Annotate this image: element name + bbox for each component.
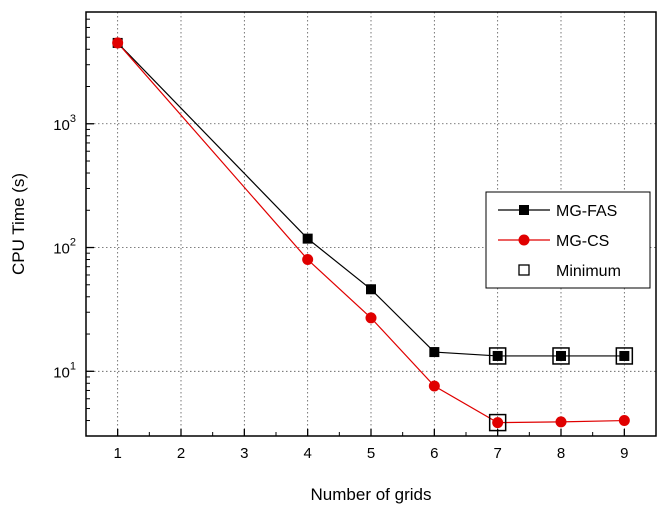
data-point-mg-cs xyxy=(555,416,567,428)
y-tick-label: 102 xyxy=(53,237,76,258)
x-tick-label: 5 xyxy=(367,445,375,462)
x-tick-label: 9 xyxy=(620,445,628,462)
legend-marker-mg-cs xyxy=(518,234,530,246)
legend-label-minimum: Minimum xyxy=(556,263,621,280)
data-point-mg-fas xyxy=(492,350,503,361)
data-point-minimum xyxy=(488,347,507,365)
data-point-mg-cs xyxy=(618,415,630,427)
x-tick-label: 3 xyxy=(240,445,248,462)
data-point-mg-cs xyxy=(112,37,124,49)
x-tick-label: 6 xyxy=(430,445,438,462)
series-markers xyxy=(112,37,634,432)
x-tick-label: 8 xyxy=(557,445,565,462)
x-tick-label: 7 xyxy=(493,445,501,462)
y-tick-label: 103 xyxy=(53,113,76,134)
data-point-mg-fas xyxy=(556,350,566,361)
y-tick-label: 101 xyxy=(53,360,76,381)
data-point-mg-cs xyxy=(302,254,314,266)
y-axis-title: CPU Time (s) xyxy=(9,173,28,275)
data-point-mg-fas xyxy=(302,233,313,244)
x-axis-title: Number of grids xyxy=(311,485,432,504)
data-point-mg-fas xyxy=(429,347,440,358)
x-tick-label: 1 xyxy=(113,445,121,462)
x-tick-label: 2 xyxy=(177,445,185,462)
legend-label-mg-fas: MG-FAS xyxy=(556,203,617,220)
legend: MG-FAS MG-CS Minimum xyxy=(485,191,651,289)
data-point-mg-cs xyxy=(365,312,377,324)
legend-marker-mg-fas xyxy=(519,205,529,215)
legend-marker-minimum xyxy=(518,264,530,276)
data-point-minimum xyxy=(552,347,570,365)
data-point-minimum xyxy=(615,347,634,365)
axis-ticks xyxy=(86,11,625,437)
legend-label-mg-cs: MG-CS xyxy=(556,233,609,250)
x-tick-label: 4 xyxy=(303,445,311,462)
tick-labels: 1 2 3 4 5 6 7 8 9 101 102 103 xyxy=(53,113,628,462)
data-point-mg-fas xyxy=(619,350,630,361)
data-point-mg-cs xyxy=(428,380,440,392)
data-point-mg-fas xyxy=(366,284,376,295)
data-point-mg-cs xyxy=(492,417,504,429)
